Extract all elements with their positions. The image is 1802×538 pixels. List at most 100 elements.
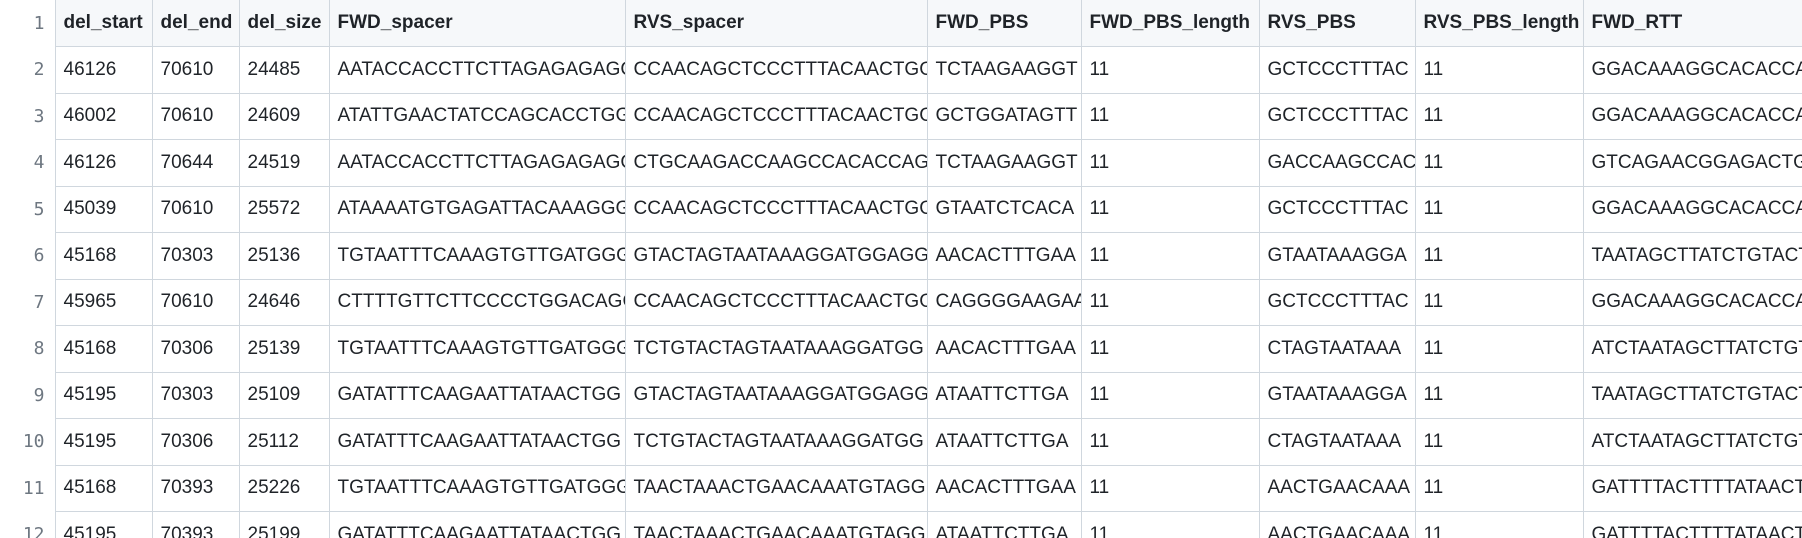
table-cell[interactable]: 25109 xyxy=(238,371,330,419)
column-header-fwd-pbs[interactable]: FWD_PBS xyxy=(926,0,1082,47)
table-cell[interactable]: 46126 xyxy=(54,46,153,94)
table-cell[interactable]: GGACAAAGGCACACCAAC xyxy=(1582,278,1802,326)
table-cell[interactable]: TAACTAAACTGAACAAATGTAGG xyxy=(624,464,928,512)
table-cell[interactable]: 25139 xyxy=(238,325,330,373)
table-cell[interactable]: 70610 xyxy=(151,92,240,140)
table-cell[interactable]: 11 xyxy=(1080,325,1260,373)
table-cell[interactable]: 11 xyxy=(1080,371,1260,419)
table-cell[interactable]: GATATTTCAAGAATTATAACTGG xyxy=(328,418,626,466)
table-cell[interactable]: CCAACAGCTCCCTTTACAACTGG xyxy=(624,278,928,326)
table-cell[interactable]: 11 xyxy=(1414,418,1584,466)
table-cell[interactable]: AACACTTTGAA xyxy=(926,464,1082,512)
table-cell[interactable]: GTACTAGTAATAAAGGATGGAGG xyxy=(624,232,928,280)
table-cell[interactable]: 45168 xyxy=(54,464,153,512)
table-cell[interactable]: 70610 xyxy=(151,278,240,326)
table-cell[interactable]: 24485 xyxy=(238,46,330,94)
table-cell[interactable]: GGACAAAGGCACACCAAC xyxy=(1582,185,1802,233)
table-cell[interactable]: GATATTTCAAGAATTATAACTGG xyxy=(328,511,626,538)
table-cell[interactable]: TAACTAAACTGAACAAATGTAGG xyxy=(624,511,928,538)
table-cell[interactable]: 11 xyxy=(1414,325,1584,373)
table-cell[interactable]: AACTGAACAAA xyxy=(1258,464,1416,512)
table-cell[interactable]: 25199 xyxy=(238,511,330,538)
table-cell[interactable]: 70393 xyxy=(151,511,240,538)
table-cell[interactable]: 70610 xyxy=(151,46,240,94)
table-cell[interactable]: 25226 xyxy=(238,464,330,512)
column-header-rvs-pbs[interactable]: RVS_PBS xyxy=(1258,0,1416,47)
table-cell[interactable]: GCTCCCTTTAC xyxy=(1258,278,1416,326)
table-cell[interactable]: GATTTTACTTTTATAACTAA xyxy=(1582,464,1802,512)
table-cell[interactable]: 45965 xyxy=(54,278,153,326)
table-cell[interactable]: 11 xyxy=(1414,278,1584,326)
table-cell[interactable]: 70610 xyxy=(151,185,240,233)
table-cell[interactable]: ATAATTCTTGA xyxy=(926,511,1082,538)
table-cell[interactable]: GCTGGATAGTT xyxy=(926,92,1082,140)
table-cell[interactable]: 70644 xyxy=(151,139,240,187)
table-cell[interactable]: 45195 xyxy=(54,511,153,538)
table-cell[interactable]: GTAATAAAGGA xyxy=(1258,371,1416,419)
table-cell[interactable]: 45168 xyxy=(54,232,153,280)
table-cell[interactable]: 45039 xyxy=(54,185,153,233)
table-cell[interactable]: 11 xyxy=(1414,464,1584,512)
table-cell[interactable]: 70303 xyxy=(151,371,240,419)
table-cell[interactable]: GATTTTACTTTTATAACTAA xyxy=(1582,511,1802,538)
table-cell[interactable]: 11 xyxy=(1080,418,1260,466)
table-cell[interactable]: 11 xyxy=(1414,185,1584,233)
table-cell[interactable]: ATATTGAACTATCCAGCACCTGG xyxy=(328,92,626,140)
table-cell[interactable]: 45195 xyxy=(54,371,153,419)
table-cell[interactable]: 11 xyxy=(1080,278,1260,326)
table-cell[interactable]: 24646 xyxy=(238,278,330,326)
table-cell[interactable]: ATCTAATAGCTTATCTGTAC xyxy=(1582,325,1802,373)
table-cell[interactable]: 46002 xyxy=(54,92,153,140)
table-cell[interactable]: 11 xyxy=(1080,46,1260,94)
table-cell[interactable]: CCAACAGCTCCCTTTACAACTGG xyxy=(624,46,928,94)
table-cell[interactable]: 24519 xyxy=(238,139,330,187)
column-header-rvs-spacer[interactable]: RVS_spacer xyxy=(624,0,928,47)
table-cell[interactable]: CTTTTGTTCTTCCCCTGGACAGG xyxy=(328,278,626,326)
table-cell[interactable]: CTAGTAATAAA xyxy=(1258,325,1416,373)
table-cell[interactable]: 45168 xyxy=(54,325,153,373)
table-cell[interactable]: CCAACAGCTCCCTTTACAACTGG xyxy=(624,185,928,233)
table-cell[interactable]: GACCAAGCCAC xyxy=(1258,139,1416,187)
table-cell[interactable]: 11 xyxy=(1080,232,1260,280)
table-cell[interactable]: TGTAATTTCAAAGTGTTGATGGG xyxy=(328,325,626,373)
table-cell[interactable]: AATACCACCTTCTTAGAGAGAGG xyxy=(328,139,626,187)
table-cell[interactable]: GATATTTCAAGAATTATAACTGG xyxy=(328,371,626,419)
table-cell[interactable]: TCTGTACTAGTAATAAAGGATGG xyxy=(624,418,928,466)
table-cell[interactable]: 11 xyxy=(1414,511,1584,538)
table-cell[interactable]: 11 xyxy=(1414,232,1584,280)
table-cell[interactable]: GCTCCCTTTAC xyxy=(1258,46,1416,94)
table-cell[interactable]: 70306 xyxy=(151,418,240,466)
table-cell[interactable]: GTAATAAAGGA xyxy=(1258,232,1416,280)
table-cell[interactable]: GCTCCCTTTAC xyxy=(1258,92,1416,140)
table-cell[interactable]: 45195 xyxy=(54,418,153,466)
table-cell[interactable]: GGACAAAGGCACACCAAC xyxy=(1582,46,1802,94)
column-header-rvs-pbs-length[interactable]: RVS_PBS_length xyxy=(1414,0,1584,47)
table-cell[interactable]: CAGGGGAAGAA xyxy=(926,278,1082,326)
table-cell[interactable]: AACACTTTGAA xyxy=(926,325,1082,373)
table-cell[interactable]: CCAACAGCTCCCTTTACAACTGG xyxy=(624,92,928,140)
column-header-fwd-rtt[interactable]: FWD_RTT xyxy=(1582,0,1802,47)
column-header-del-size[interactable]: del_size xyxy=(238,0,330,47)
table-cell[interactable]: CTGCAAGACCAAGCCACACCAGG xyxy=(624,139,928,187)
column-header-fwd-spacer[interactable]: FWD_spacer xyxy=(328,0,626,47)
table-cell[interactable]: 11 xyxy=(1414,46,1584,94)
table-cell[interactable]: AACTGAACAAA xyxy=(1258,511,1416,538)
table-cell[interactable]: GTACTAGTAATAAAGGATGGAGG xyxy=(624,371,928,419)
table-cell[interactable]: 11 xyxy=(1414,371,1584,419)
table-cell[interactable]: GTCAGAACGGAGACTGCA xyxy=(1582,139,1802,187)
table-cell[interactable]: 25112 xyxy=(238,418,330,466)
table-cell[interactable]: 11 xyxy=(1080,139,1260,187)
table-cell[interactable]: 70393 xyxy=(151,464,240,512)
column-header-del-start[interactable]: del_start xyxy=(54,0,153,47)
table-cell[interactable]: TAATAGCTTATCTGTACTAC xyxy=(1582,232,1802,280)
table-cell[interactable]: 24609 xyxy=(238,92,330,140)
table-cell[interactable]: TCTAAGAAGGT xyxy=(926,139,1082,187)
table-cell[interactable]: TGTAATTTCAAAGTGTTGATGGG xyxy=(328,232,626,280)
table-cell[interactable]: AACACTTTGAA xyxy=(926,232,1082,280)
table-cell[interactable]: ATAAAATGTGAGATTACAAAGGG xyxy=(328,185,626,233)
table-cell[interactable]: TCTGTACTAGTAATAAAGGATGG xyxy=(624,325,928,373)
table-cell[interactable]: TAATAGCTTATCTGTACTAC xyxy=(1582,371,1802,419)
table-cell[interactable]: GCTCCCTTTAC xyxy=(1258,185,1416,233)
table-cell[interactable]: GTAATCTCACA xyxy=(926,185,1082,233)
table-cell[interactable]: 25136 xyxy=(238,232,330,280)
